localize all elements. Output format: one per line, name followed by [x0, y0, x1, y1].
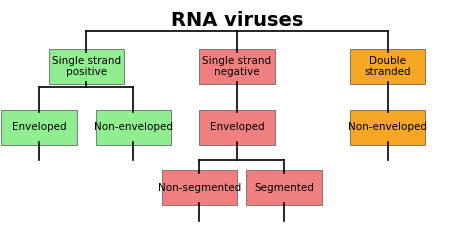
FancyBboxPatch shape — [96, 110, 171, 145]
Text: RNA viruses: RNA viruses — [171, 11, 303, 30]
Text: Non-enveloped: Non-enveloped — [348, 122, 427, 132]
FancyBboxPatch shape — [199, 110, 275, 145]
Text: Segmented: Segmented — [254, 183, 314, 193]
FancyBboxPatch shape — [246, 170, 322, 206]
FancyBboxPatch shape — [1, 110, 77, 145]
Text: Enveloped: Enveloped — [12, 122, 66, 132]
FancyBboxPatch shape — [350, 49, 426, 84]
FancyBboxPatch shape — [162, 170, 237, 206]
Text: Non-segmented: Non-segmented — [158, 183, 241, 193]
FancyBboxPatch shape — [48, 49, 124, 84]
FancyBboxPatch shape — [199, 49, 275, 84]
Text: Enveloped: Enveloped — [210, 122, 264, 132]
FancyBboxPatch shape — [350, 110, 426, 145]
Text: Single strand
negative: Single strand negative — [202, 56, 272, 77]
Text: Non-enveloped: Non-enveloped — [94, 122, 173, 132]
Text: Double
stranded: Double stranded — [365, 56, 411, 77]
Text: Single strand
positive: Single strand positive — [52, 56, 121, 77]
